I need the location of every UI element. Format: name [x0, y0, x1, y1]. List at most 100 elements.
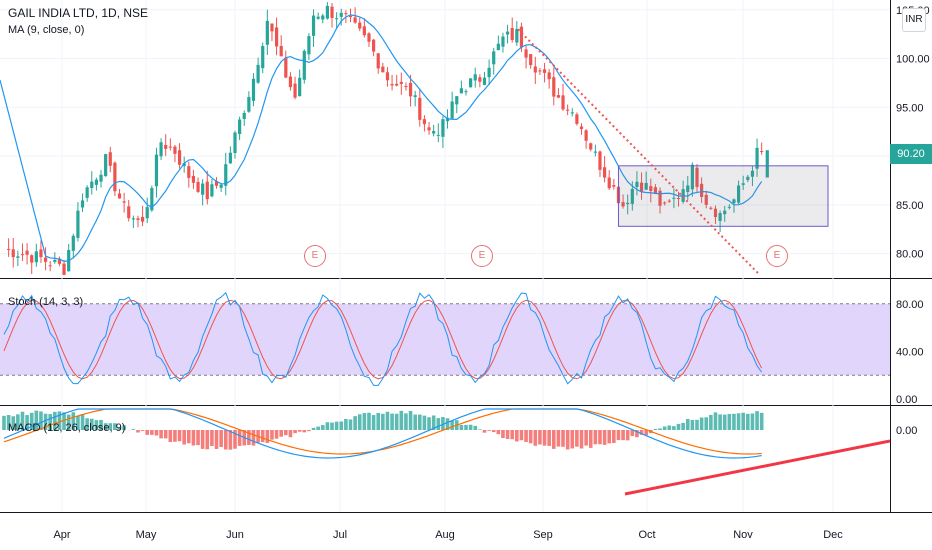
- macd-histogram-bar: [662, 426, 667, 430]
- candle-body: [20, 254, 25, 256]
- candle-body: [71, 235, 75, 251]
- candle-body: [48, 265, 52, 267]
- candle-body: [455, 96, 459, 105]
- candle-body: [279, 45, 283, 57]
- candle-body: [265, 20, 269, 45]
- candle-body: [718, 213, 722, 221]
- macd-histogram-bar: [667, 425, 672, 430]
- candle-body: [630, 188, 634, 204]
- chart-title: GAIL INDIA LTD, 1D, NSE: [8, 6, 149, 20]
- candle-body: [436, 134, 440, 136]
- candle-body: [168, 146, 172, 148]
- macd-histogram-bar: [487, 430, 491, 431]
- macd-histogram-bar: [62, 412, 66, 430]
- macd-histogram-bar: [311, 427, 316, 430]
- macd-histogram-bar: [491, 430, 496, 433]
- macd-histogram-bar: [66, 414, 71, 430]
- candle-body: [663, 202, 667, 204]
- macd-histogram-bar: [547, 430, 551, 446]
- candle-body: [385, 72, 390, 81]
- candle-body: [593, 151, 597, 153]
- macd-histogram-bar: [113, 423, 117, 430]
- candle-body: [191, 175, 196, 183]
- candle-body: [122, 201, 126, 203]
- macd-histogram-bar: [99, 419, 103, 430]
- candle-body: [284, 57, 288, 78]
- candle-body: [589, 143, 593, 150]
- earnings-marker[interactable]: E: [471, 245, 493, 267]
- macd-histogram-bar: [223, 430, 228, 450]
- candle-body: [30, 255, 34, 263]
- candle-body: [395, 83, 399, 86]
- time-tick-label: Jul: [333, 529, 347, 541]
- macd-histogram-bar: [385, 411, 390, 430]
- candle-body: [556, 95, 560, 98]
- macd-histogram-bar: [639, 430, 644, 435]
- macd-histogram-bar: [602, 430, 607, 445]
- candle-body: [187, 166, 191, 178]
- candle-body: [422, 119, 427, 125]
- macd-histogram-bar: [436, 418, 441, 430]
- macd-histogram-bar: [598, 430, 602, 445]
- candle-body: [39, 249, 43, 258]
- candle-body: [760, 151, 764, 153]
- candle-body: [704, 194, 708, 205]
- candle-body: [182, 163, 186, 167]
- macd-histogram-bar: [565, 430, 570, 450]
- ma-indicator-label[interactable]: MA (9, close, 0): [8, 24, 85, 36]
- macd-indicator-label[interactable]: MACD (12, 26, close, 9): [8, 422, 126, 434]
- macd-histogram-bar: [297, 430, 302, 432]
- macd-histogram-bar: [625, 430, 630, 441]
- macd-histogram-bar: [445, 418, 450, 430]
- stoch-tick-label: 80.00: [896, 299, 924, 311]
- candle-body: [233, 132, 237, 154]
- macd-histogram-bar: [357, 414, 362, 430]
- macd-histogram-bar: [293, 430, 297, 434]
- candle-body: [607, 177, 611, 189]
- macd-histogram-bar: [593, 430, 598, 445]
- candle-body: [76, 210, 80, 238]
- candle-body: [566, 109, 570, 111]
- macd-histogram-bar: [741, 412, 745, 430]
- candle-body: [676, 198, 681, 200]
- price-tick-label: 100.00: [896, 54, 930, 66]
- candle-body: [459, 88, 463, 94]
- macd-tick-label: 0.00: [896, 425, 917, 437]
- time-tick-label: May: [136, 529, 157, 541]
- candle-body: [261, 46, 265, 69]
- stoch-indicator-label[interactable]: Stoch (14, 3, 3): [8, 296, 84, 308]
- macd-histogram-bar: [630, 430, 635, 436]
- candle-body: [164, 144, 168, 149]
- candle-body: [765, 150, 769, 178]
- macd-histogram-bar: [173, 430, 177, 442]
- candle-body: [464, 91, 468, 93]
- candle-body: [736, 185, 741, 203]
- candle-body: [201, 183, 205, 195]
- candle-body: [626, 202, 630, 205]
- candle-body: [210, 184, 214, 197]
- candle-body: [372, 39, 376, 52]
- candle-body: [108, 152, 112, 166]
- macd-histogram-bar: [131, 429, 136, 430]
- candle-body: [228, 152, 232, 164]
- candle-body: [80, 200, 85, 208]
- macd-histogram-bar: [25, 415, 29, 430]
- currency-button[interactable]: INR: [902, 8, 926, 32]
- macd-histogram-bar: [43, 413, 48, 430]
- macd-histogram-bar: [302, 430, 307, 433]
- macd-histogram-bar: [510, 430, 514, 440]
- earnings-marker[interactable]: E: [304, 245, 326, 267]
- macd-histogram-bar: [39, 411, 43, 430]
- macd-histogram-bar: [746, 413, 750, 430]
- macd-histogram-bar: [11, 416, 16, 430]
- last-price-tag: 90.20: [890, 144, 932, 164]
- earnings-marker[interactable]: E: [766, 245, 788, 267]
- macd-histogram-bar: [482, 430, 487, 433]
- candle-body: [256, 64, 260, 83]
- macd-histogram-bar: [94, 420, 99, 430]
- candle-body: [367, 33, 371, 42]
- macd-histogram-bar: [575, 430, 579, 447]
- candle-body: [159, 142, 163, 157]
- macd-histogram-bar: [422, 415, 427, 430]
